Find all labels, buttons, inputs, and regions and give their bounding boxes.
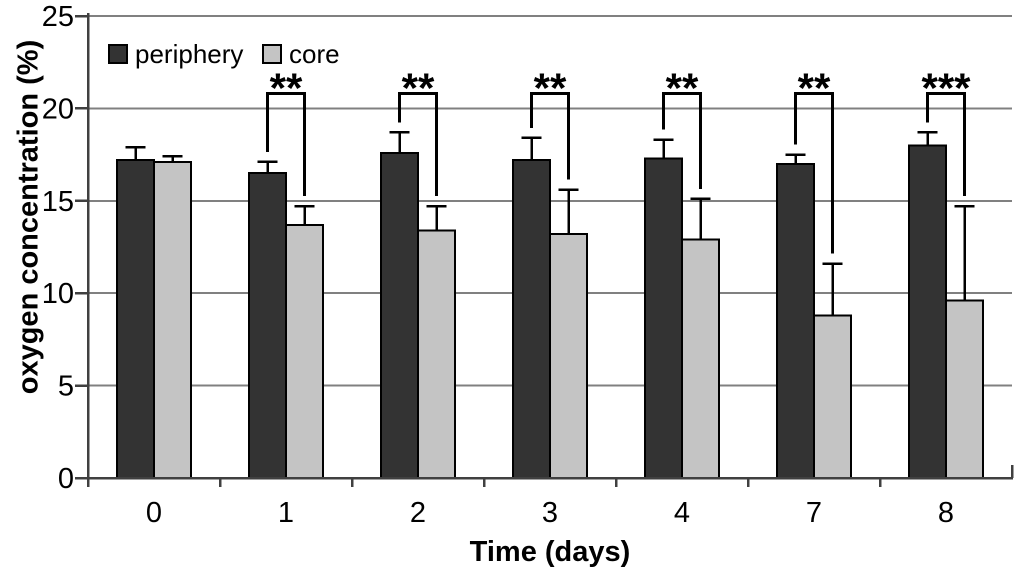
y-tick-label-10: 10 <box>42 278 74 310</box>
significance-bracket-8 <box>925 92 967 197</box>
bar-periphery-1 <box>248 172 287 480</box>
x-tick-label-1: 1 <box>278 497 294 529</box>
y-tick-label-20: 20 <box>42 93 74 125</box>
significance-bracket-1 <box>265 92 307 197</box>
bar-periphery-4 <box>644 157 683 480</box>
bar-core-7 <box>813 314 852 479</box>
y-tick-label-5: 5 <box>58 371 74 403</box>
significance-bracket-3 <box>529 92 571 180</box>
bar-core-2 <box>417 229 456 479</box>
x-tick-label-3: 3 <box>542 497 558 529</box>
y-tick-label-25: 25 <box>42 1 74 33</box>
x-axis-title: Time (days) <box>469 536 631 568</box>
bar-periphery-2 <box>380 151 419 479</box>
bar-periphery-8 <box>908 144 947 480</box>
y-tick-label-0: 0 <box>58 463 74 495</box>
significance-stars-7: ** <box>798 65 831 112</box>
x-tick-label-0: 0 <box>146 497 162 529</box>
significance-bracket-2 <box>397 92 439 197</box>
significance-stars-1: ** <box>270 65 303 112</box>
x-tick-label-4: 4 <box>674 497 690 529</box>
legend-label-core: core <box>289 38 340 69</box>
legend-swatch-core <box>262 44 282 64</box>
x-tick-label-2: 2 <box>410 497 426 529</box>
legend-label-periphery: periphery <box>135 38 244 69</box>
x-tick-label-8: 8 <box>938 497 954 529</box>
legend-item-periphery: periphery <box>108 38 244 69</box>
x-tick-label-7: 7 <box>806 497 822 529</box>
significance-bracket-7 <box>793 92 835 254</box>
significance-bracket-4 <box>661 92 703 189</box>
bar-core-3 <box>549 233 588 479</box>
y-tick-label-15: 15 <box>42 186 74 218</box>
significance-stars-3: ** <box>534 65 567 112</box>
significance-stars-8: *** <box>921 65 971 112</box>
bar-core-4 <box>681 238 720 479</box>
legend-item-core: core <box>262 38 340 69</box>
bar-periphery-0 <box>116 159 155 479</box>
bar-core-0 <box>153 160 192 479</box>
significance-stars-2: ** <box>402 65 435 112</box>
bar-periphery-3 <box>512 159 551 479</box>
legend-swatch-periphery <box>108 44 128 64</box>
significance-stars-4: ** <box>666 65 699 112</box>
bar-core-1 <box>285 223 324 479</box>
y-axis-title: oxygen concentration (%) <box>12 39 45 395</box>
bar-periphery-7 <box>776 162 815 479</box>
bar-core-8 <box>945 299 984 480</box>
